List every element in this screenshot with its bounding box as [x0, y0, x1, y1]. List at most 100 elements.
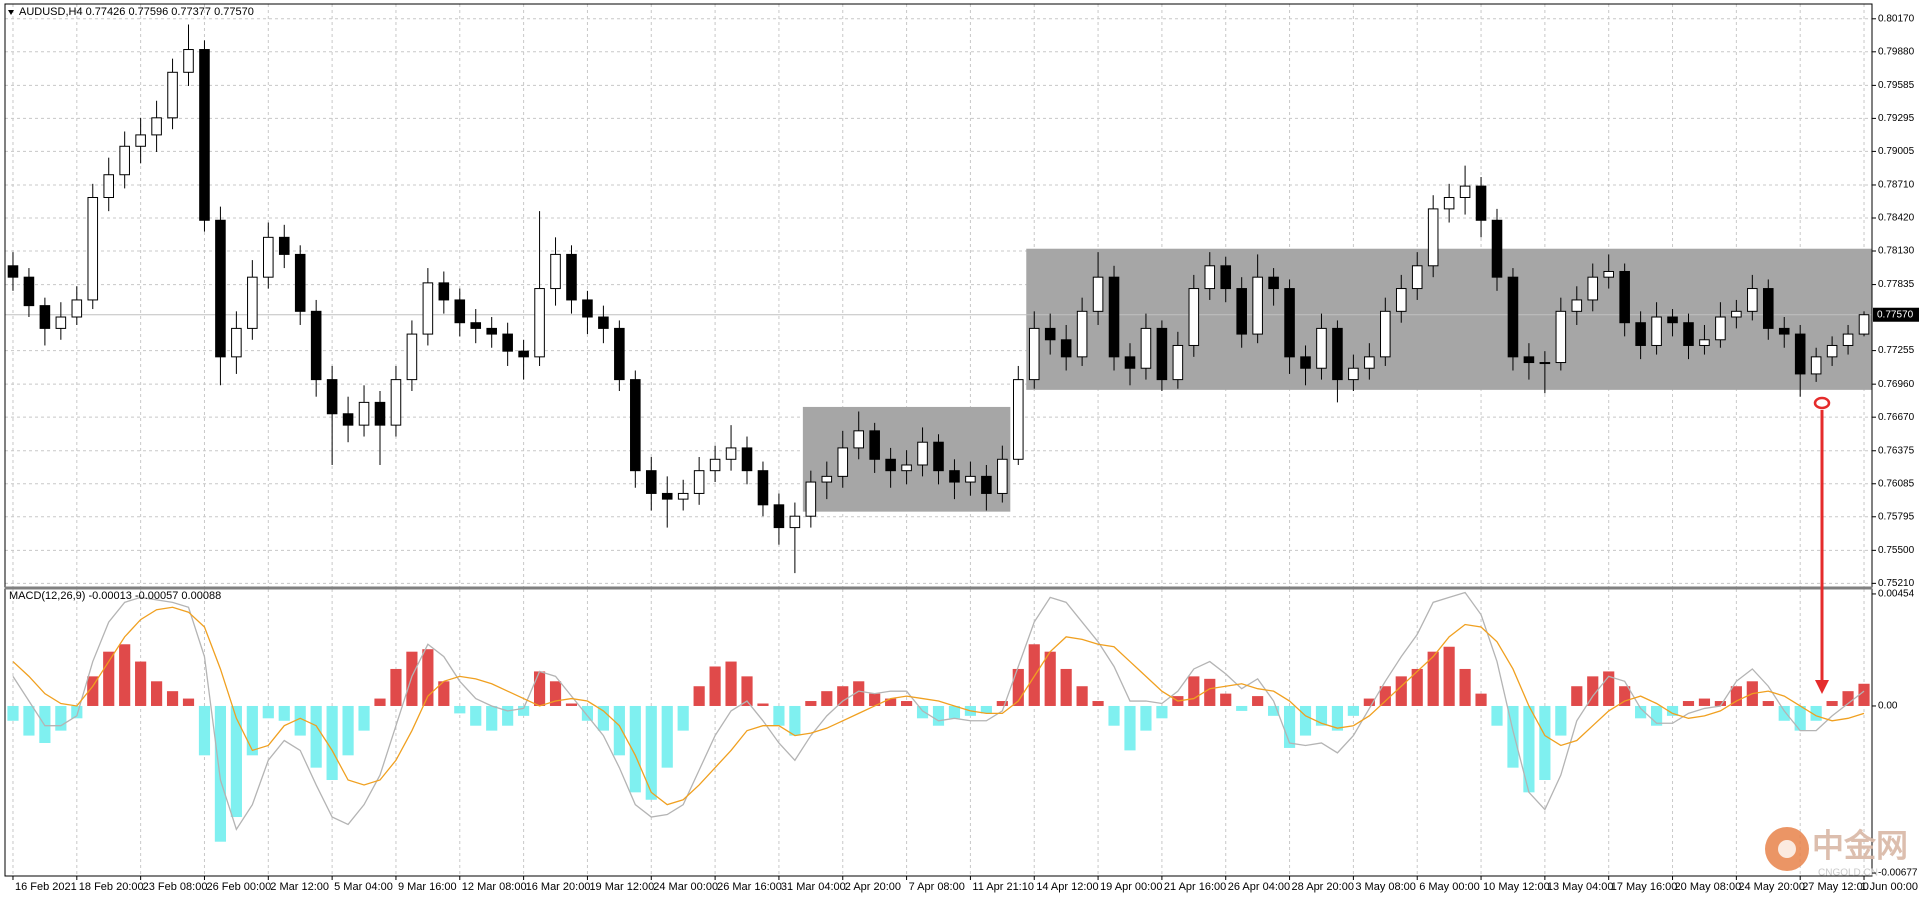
histogram-bar [7, 705, 19, 721]
candle-body [901, 464, 912, 472]
histogram-bar [1124, 705, 1136, 751]
histogram-bar [1347, 705, 1359, 716]
x-tick-label: 20 May 08:00 [1675, 881, 1742, 893]
candle-body [1603, 270, 1614, 278]
x-tick-label: 18 Feb 20:00 [79, 881, 144, 893]
candle-body [805, 481, 817, 517]
histogram-bar [1619, 686, 1631, 706]
x-tick-label: 23 Feb 08:00 [143, 881, 208, 893]
candle-body [55, 316, 67, 329]
range-zone [1026, 248, 1872, 390]
histogram-bar [294, 705, 306, 736]
x-tick-label: 11 Apr 21:10 [972, 881, 1034, 893]
histogram-bar [1044, 651, 1056, 706]
candle-body [550, 253, 561, 290]
candle-body [167, 71, 178, 119]
histogram-bar [119, 644, 131, 706]
candle-body [422, 282, 434, 335]
candle-body [1188, 288, 1200, 346]
candle-body [1380, 310, 1391, 358]
candle-body [1012, 379, 1024, 460]
histogram-bar [23, 705, 35, 736]
candle-body [885, 458, 896, 472]
histogram-bar [581, 705, 594, 721]
y-tick-label: 0.75210 [1878, 578, 1915, 589]
y-tick-label: 0.79005 [1878, 146, 1915, 157]
y-tick-label: 0.75795 [1878, 511, 1915, 522]
histogram-bar [805, 701, 817, 706]
candle-body [1236, 288, 1247, 335]
candle-body [1635, 322, 1646, 346]
candle-body [1842, 333, 1854, 346]
candle-body [1411, 265, 1423, 290]
candle-body [949, 470, 960, 483]
x-tick-label: 2 Mar 12:00 [270, 881, 329, 893]
histogram-bar [980, 705, 992, 714]
candle-body [1587, 276, 1599, 301]
histogram-bar [1459, 668, 1471, 706]
y-tick-label: -0.00677 [1878, 868, 1918, 879]
candle-body [997, 458, 1008, 494]
candle-body [263, 236, 274, 278]
front-layer: AUDUSD,H4 0.77426 0.77596 0.77377 0.7757… [4, 3, 1919, 893]
candle-body [103, 174, 115, 198]
histogram-bar [996, 701, 1008, 706]
y-tick-label: 0.00 [1878, 701, 1898, 712]
candle-body [1028, 327, 1040, 381]
y-tick-label: 0.78420 [1878, 213, 1915, 224]
histogram-bar [916, 705, 929, 719]
histogram-bar [1156, 705, 1168, 719]
histogram-bar [1539, 705, 1551, 781]
candle-body [1044, 327, 1056, 341]
x-tick-label: 19 Apr 00:00 [1100, 881, 1162, 893]
candle-body [1651, 316, 1662, 346]
candle-body [39, 305, 51, 329]
highlight-circle [1813, 396, 1831, 410]
candle-body [1156, 327, 1168, 381]
candle-body [582, 299, 593, 318]
histogram-bar [422, 649, 434, 706]
histogram-bar [87, 676, 99, 706]
histogram-bar [358, 705, 370, 731]
candle-body [1794, 333, 1806, 375]
candle-body [614, 327, 625, 381]
histogram-bar [246, 705, 258, 756]
x-tick-label: 26 Feb 00:00 [206, 881, 271, 893]
histogram-bar [1220, 693, 1232, 706]
histogram-bar [1188, 676, 1200, 706]
candle-body [630, 379, 641, 472]
x-tick-label: 14 Apr 12:00 [1036, 881, 1098, 893]
candle-body [454, 299, 466, 324]
y-tick-label: 0.00454 [1878, 589, 1915, 600]
x-tick-label: 26 Mar 16:00 [717, 881, 782, 893]
arrow-head [1815, 680, 1829, 694]
x-tick-label: 12 Mar 08:00 [462, 881, 527, 893]
candle-body [1172, 344, 1184, 381]
candle-body [853, 430, 865, 449]
histogram-bar [773, 705, 785, 726]
candle-body [1060, 339, 1072, 358]
candle-body [789, 515, 801, 529]
histogram-bar [198, 705, 211, 756]
x-tick-label: 17 May 16:00 [1611, 881, 1678, 893]
watermark-brand: 中金网 [1812, 827, 1908, 863]
histogram-bar [1571, 686, 1583, 706]
histogram-bar [71, 705, 83, 719]
histogram-bar [1315, 705, 1328, 726]
histogram-bar [166, 691, 179, 706]
last-price-box [1873, 307, 1919, 322]
candle-body [1715, 316, 1726, 341]
histogram-bar [901, 701, 913, 706]
candle-body [1443, 196, 1455, 210]
histogram-bar [39, 705, 51, 743]
histogram-bar [390, 668, 402, 706]
histogram-bar [1810, 705, 1822, 721]
candle-body [1316, 327, 1327, 369]
candle-body [1667, 316, 1678, 324]
candle-body [342, 413, 354, 426]
candle-body [1364, 356, 1375, 369]
x-tick-label: 5 Mar 04:00 [334, 881, 393, 893]
histogram-bar [1730, 686, 1742, 706]
histogram-bar [151, 681, 163, 706]
